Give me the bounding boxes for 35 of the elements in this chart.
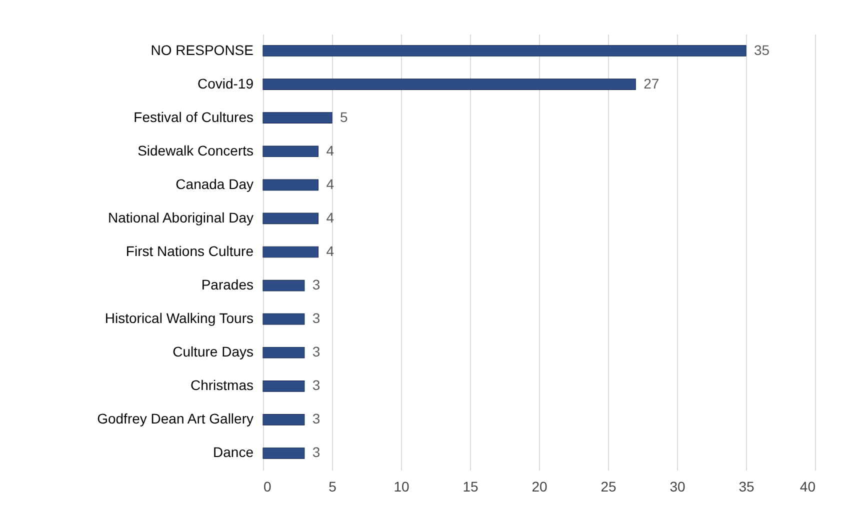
y-tick-label: Godfrey Dean Art Gallery [97, 410, 254, 427]
x-tick-label: 15 [462, 478, 478, 494]
x-tick-label: 0 [264, 478, 272, 494]
data-label: 3 [312, 276, 320, 293]
y-tick-label: Festival of Cultures [134, 108, 254, 125]
x-tick-label: 40 [800, 478, 816, 494]
data-label: 5 [340, 108, 348, 125]
data-label: 3 [312, 344, 320, 360]
x-tick-label: 5 [328, 478, 337, 494]
y-tick-label: Culture Days [172, 344, 254, 360]
y-tick-label: Parades [201, 276, 254, 293]
data-label: 3 [312, 310, 320, 326]
data-label: 4 [326, 142, 334, 158]
y-tick-label: National Aboriginal Day [108, 209, 254, 226]
x-tick-label: 25 [600, 478, 616, 494]
data-label: 35 [754, 42, 770, 58]
x-tick-label: 10 [394, 478, 410, 494]
x-tick-label: 35 [738, 478, 754, 494]
y-tick-label: First Nations Culture [126, 243, 254, 259]
x-tick-label: 30 [670, 478, 686, 494]
data-label: 3 [312, 410, 320, 427]
x-tick-label: 20 [532, 478, 548, 494]
data-label: 3 [312, 377, 320, 394]
data-label: 4 [326, 176, 334, 192]
y-tick-label: Covid-19 [197, 75, 254, 92]
y-tick-label: Canada Day [176, 176, 254, 192]
y-tick-label: Christmas [190, 377, 254, 394]
data-label: 4 [326, 243, 334, 259]
y-tick-label: NO RESPONSE [150, 42, 254, 58]
data-label: 27 [644, 75, 660, 92]
y-tick-label: Sidewalk Concerts [138, 142, 254, 158]
y-tick-label: Historical Walking Tours [104, 310, 254, 326]
data-label: 3 [312, 444, 320, 460]
data-label: 4 [326, 209, 334, 226]
y-tick-label: Dance [213, 444, 254, 460]
